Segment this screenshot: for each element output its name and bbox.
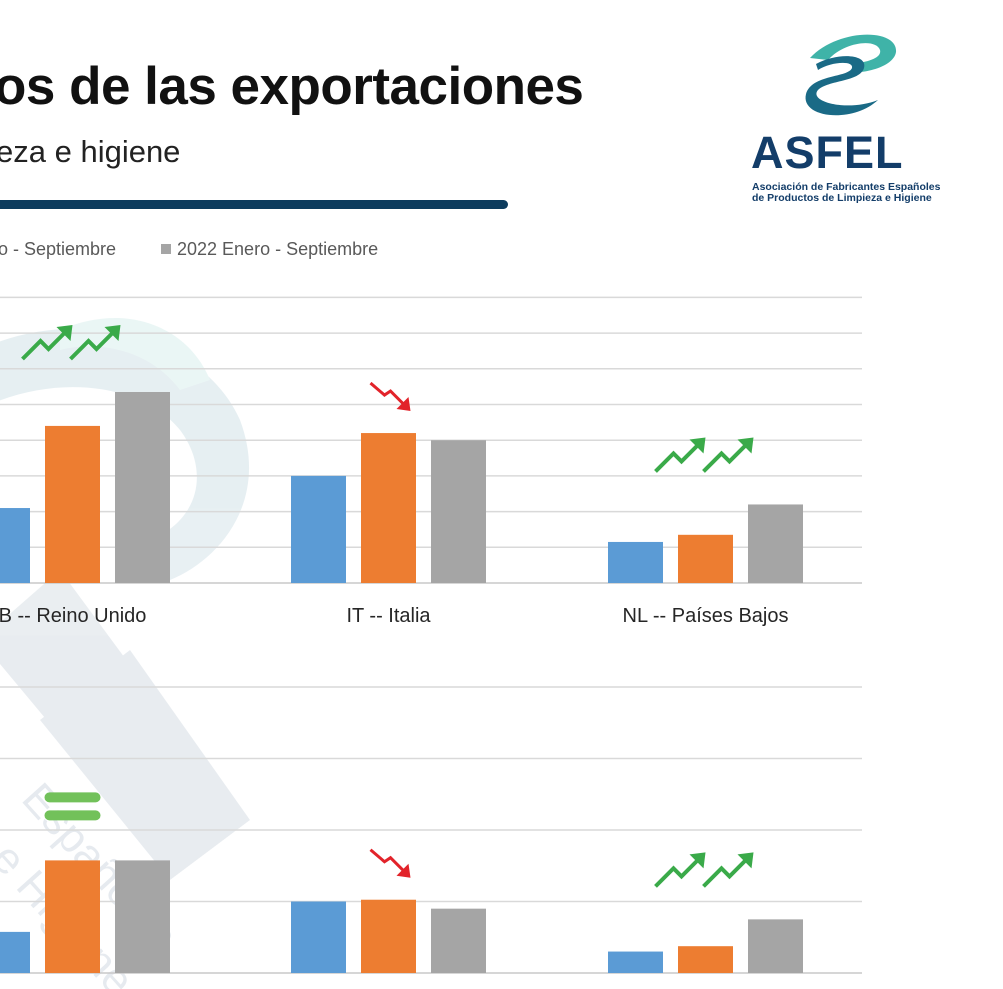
chart-2-trend-down-icon: [369, 848, 406, 873]
chart-2-trend-up-arrowhead: [689, 852, 706, 869]
asfel-swirl-icon: [805, 34, 897, 116]
chart-1-trend-up-arrowhead: [689, 437, 706, 454]
legend-label-1: o - Septiembre: [0, 239, 117, 259]
chart-1-trend-up-arrowhead: [737, 437, 754, 454]
legend-item-2: 2022 Enero - Septiembre: [161, 239, 378, 260]
chart-2-bar-2-1: [291, 901, 346, 973]
chart-1-trend-up-icon: [702, 442, 749, 473]
chart-1-bar-1-3: [115, 392, 170, 583]
chart-2-bar-1-1: [0, 931, 30, 973]
asfel-wordmark: ASFEL: [751, 127, 904, 178]
chart-2-bar-2-3: [431, 908, 486, 973]
chart-2-bar-3-3: [748, 919, 803, 973]
chart-2-trend-up-icon: [702, 856, 749, 888]
legend-item-1: o - Septiembre: [0, 239, 116, 260]
page-subtitle: eza e higiene: [0, 134, 181, 169]
chart-1-bar-3-1: [608, 541, 663, 583]
asfel-tagline: Asociación de Fabricantes Españoles de P…: [752, 182, 940, 204]
chart-2-bar-1-2: [45, 860, 100, 973]
legend-swatch-gray: [161, 244, 171, 254]
chart-2-bar-3-1: [608, 951, 663, 973]
chart-1-trend-up-arrowhead: [56, 325, 73, 342]
chart-1-bar-3-3: [748, 504, 803, 583]
title-underline: [0, 200, 508, 209]
chart-1-bar-2-1: [291, 475, 346, 583]
chart-1-category-label: IT -- Italia: [346, 605, 431, 627]
chart-2-equal-icon: [44, 792, 101, 803]
chart-1-bar-3-2: [678, 534, 733, 583]
chart-1-trend-down-icon: [369, 381, 406, 407]
chart-1-category-label: NL -- Países Bajos: [623, 605, 789, 627]
chart-2-bar-2-2: [361, 899, 416, 973]
chart-2-trend-up-arrowhead: [737, 852, 754, 869]
page-title: os de las exportaciones: [0, 57, 584, 116]
chart-1-trend-up-icon: [21, 329, 68, 361]
chart-2-trend-up-icon: [654, 856, 701, 888]
chart-1-trend-down-arrowhead: [396, 397, 411, 412]
chart-2-bar-3-2: [678, 946, 733, 973]
chart-1-bar-2-2: [361, 433, 416, 583]
chart-2-bar-1-3: [115, 860, 170, 973]
chart-2-trend-down-arrowhead: [396, 863, 411, 878]
chart-1-trend-up-icon: [69, 329, 116, 361]
chart-1-bar-2-3: [431, 440, 486, 583]
asfel-logo: ASFEL Asociación de Fabricantes Españole…: [748, 30, 968, 204]
chart-1-bar-1-1: [0, 508, 30, 583]
chart-1-category-label: B -- Reino Unido: [0, 605, 146, 627]
asfel-tagline-line-2: de Productos de Limpieza e Higiene: [752, 192, 932, 204]
legend-label-2: 2022 Enero - Septiembre: [177, 239, 379, 259]
asfel-tagline-line-1: Asociación de Fabricantes Españoles: [752, 181, 941, 193]
chart-1-trend-up-icon: [654, 442, 701, 473]
chart-1-bar-1-2: [45, 425, 100, 583]
chart-2-equal-icon-bar: [44, 810, 101, 821]
chart-1-trend-up-arrowhead: [104, 325, 121, 342]
